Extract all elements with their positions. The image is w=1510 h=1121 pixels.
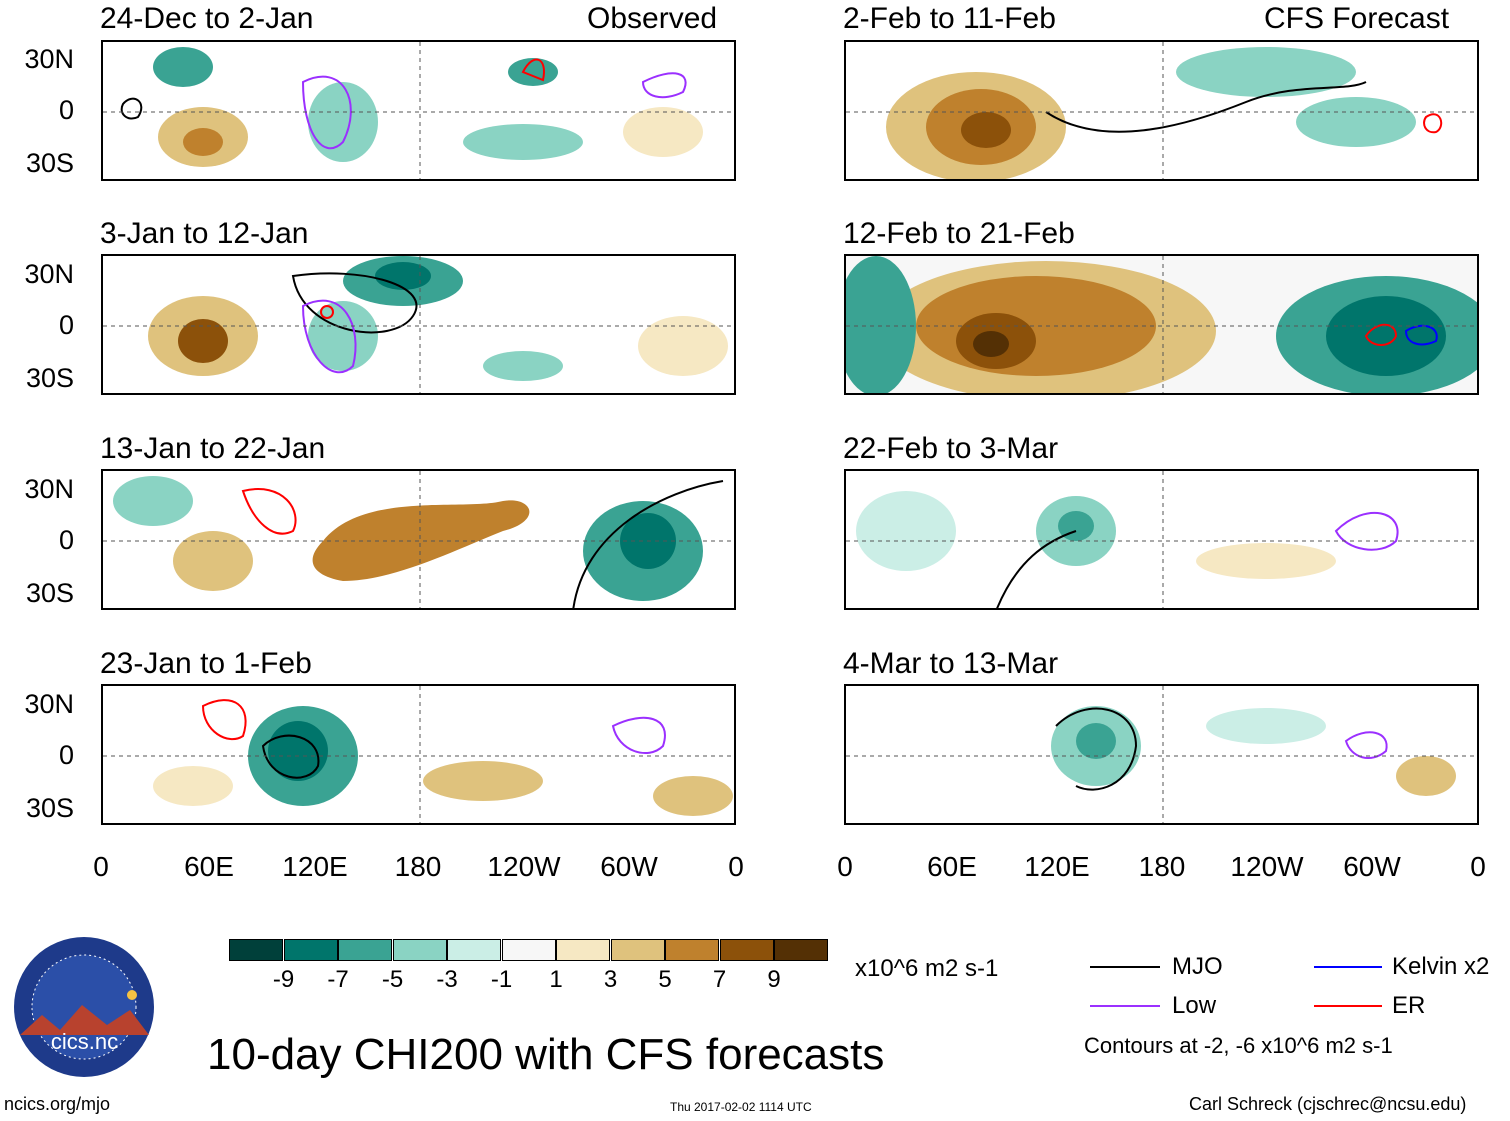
colorbar-swatch xyxy=(447,939,501,961)
lat-label-eq: 0 xyxy=(58,95,74,125)
panel-tag-cfs-forecast: CFS Forecast xyxy=(1264,2,1450,35)
legend-er-label: ER xyxy=(1392,992,1426,1019)
legend-kelvin-line xyxy=(1314,966,1382,968)
colorbar-tick-label: 7 xyxy=(712,966,727,993)
colorbar-swatch xyxy=(229,939,283,961)
legend-kelvin-label: Kelvin x2 xyxy=(1392,953,1490,980)
cics-logo: cics.nc xyxy=(12,935,157,1080)
lon-label: 60E xyxy=(927,851,977,882)
panel-title-7: 22-Feb to 3-Mar xyxy=(843,432,1059,465)
legend-mjo-label: MJO xyxy=(1172,953,1223,980)
colorbar-tick-label: -7 xyxy=(327,966,349,993)
logo-text: cics.nc xyxy=(50,1029,119,1054)
colorbar-tick-label: 3 xyxy=(603,966,618,993)
lon-label: 0 xyxy=(1470,851,1486,882)
lat-label-30s: 30S xyxy=(25,363,74,393)
colorbar-swatch xyxy=(392,939,447,961)
lat-label-30n: 30N xyxy=(24,259,74,289)
map-panel-5 xyxy=(844,40,1479,181)
lon-label: 0 xyxy=(837,851,853,882)
colorbar-tick-label: -3 xyxy=(436,966,458,993)
map-panel-1 xyxy=(101,40,736,181)
panel-title-8: 4-Mar to 13-Mar xyxy=(843,647,1059,680)
main-title: 10-day CHI200 with CFS forecasts xyxy=(207,1030,885,1079)
lon-label: 60W xyxy=(1343,851,1401,882)
legend-low-line xyxy=(1090,1005,1160,1007)
panel-title-2: 3-Jan to 12-Jan xyxy=(100,217,309,250)
lat-label-30s: 30S xyxy=(25,578,74,608)
lon-label: 180 xyxy=(1138,851,1186,882)
colorbar-swatch xyxy=(501,939,556,961)
lat-label-30n: 30N xyxy=(24,44,74,74)
lon-label: 120E xyxy=(1024,851,1090,882)
lon-label: 120W xyxy=(1230,851,1304,882)
colorbar-swatch xyxy=(610,939,665,961)
colorbar-swatch xyxy=(774,939,828,961)
panel-tag-observed: Observed xyxy=(587,2,718,35)
colorbar-tick-label: 9 xyxy=(767,966,781,993)
lat-label-30n: 30N xyxy=(24,474,74,504)
lon-label: 60E xyxy=(184,851,234,882)
colorbar-swatch xyxy=(665,939,719,961)
lat-label-eq: 0 xyxy=(58,525,74,555)
lat-label-30s: 30S xyxy=(25,793,74,823)
footer-url: ncics.org/mjo xyxy=(4,1094,111,1114)
legend-contours-note: Contours at -2, -6 x10^6 m2 s-1 xyxy=(1084,1033,1393,1058)
colorbar-swatch xyxy=(719,939,774,961)
lat-label-eq: 0 xyxy=(58,740,74,770)
colorbar-tick-label: 1 xyxy=(549,966,563,993)
map-panel-8 xyxy=(844,684,1479,825)
footer-timestamp: Thu 2017-02-02 1114 UTC xyxy=(670,1100,812,1114)
legend-mjo-line xyxy=(1090,966,1160,968)
lon-label: 120W xyxy=(487,851,561,882)
panel-title-4: 23-Jan to 1-Feb xyxy=(100,647,312,680)
lon-label: 60W xyxy=(600,851,658,882)
colorbar-tick-label: -1 xyxy=(490,966,513,993)
map-panel-3 xyxy=(101,469,736,610)
lat-label-30s: 30S xyxy=(25,148,74,178)
legend-low-label: Low xyxy=(1172,992,1217,1019)
colorbar-swatch xyxy=(338,939,392,961)
panel-title-5: 2-Feb to 11-Feb xyxy=(843,2,1056,35)
map-panel-6 xyxy=(844,254,1479,395)
legend-er-line xyxy=(1314,1005,1382,1007)
panel-title-1: 24-Dec to 2-Jan xyxy=(100,2,314,35)
lon-label: 120E xyxy=(282,851,348,882)
colorbar-tick-label: -5 xyxy=(381,966,404,993)
colorbar-tick-label: -9 xyxy=(272,966,295,993)
lon-label: 180 xyxy=(394,851,442,882)
lat-label-30n: 30N xyxy=(24,689,74,719)
colorbar-tick-label: 5 xyxy=(658,966,672,993)
footer-author: Carl Schreck (cjschrec@ncsu.edu) xyxy=(1189,1094,1467,1114)
map-panel-2 xyxy=(101,254,736,395)
colorbar-units: x10^6 m2 s-1 xyxy=(855,955,999,982)
colorbar-swatch xyxy=(556,939,610,961)
map-panel-7 xyxy=(844,469,1479,610)
lon-label: 0 xyxy=(93,851,109,882)
map-panel-4 xyxy=(101,684,736,825)
colorbar-swatch xyxy=(283,939,338,961)
panel-title-6: 12-Feb to 21-Feb xyxy=(843,217,1075,250)
panel-title-3: 13-Jan to 22-Jan xyxy=(100,432,326,465)
lon-label: 0 xyxy=(728,851,744,882)
lat-label-eq: 0 xyxy=(58,310,74,340)
